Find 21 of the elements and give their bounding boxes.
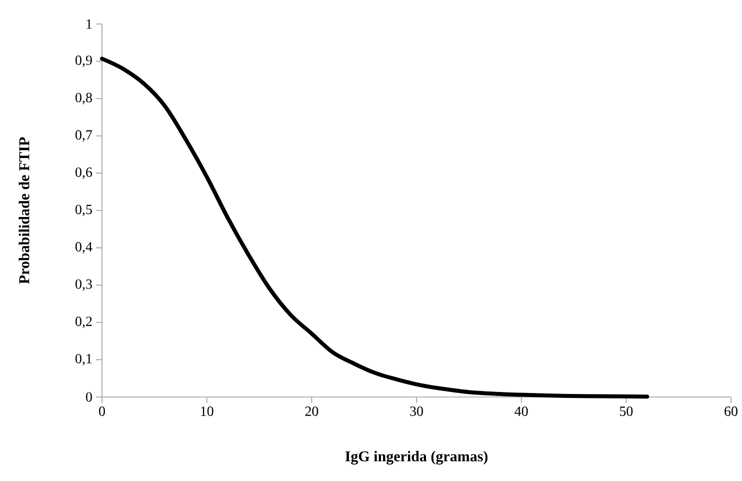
y-tick-label: 0,7 xyxy=(76,130,92,142)
y-tick-label: 0,8 xyxy=(76,92,92,104)
x-tick-label: 0 xyxy=(99,406,105,416)
y-tick-label: 0,2 xyxy=(76,316,92,328)
y-tick-label: 0 xyxy=(86,392,92,402)
line-series xyxy=(100,56,650,399)
x-tick-label: 10 xyxy=(201,406,214,416)
y-tick-label: 0,3 xyxy=(76,279,92,291)
x-tick-label: 40 xyxy=(514,406,528,416)
y-tick-label: 0,6 xyxy=(76,167,92,179)
y-axis-title: Probabilidade de FTIP xyxy=(18,137,30,284)
y-tick-label: 0,9 xyxy=(76,56,92,68)
y-tick-label: 0,4 xyxy=(76,242,92,254)
y-tick-label: 0,5 xyxy=(76,204,92,216)
x-tick-label: 50 xyxy=(620,406,633,416)
x-tick-label: 30 xyxy=(410,406,423,416)
x-tick-label: 60 xyxy=(724,406,738,416)
y-tick-label: 1 xyxy=(86,19,92,29)
y-tick-label: 0,1 xyxy=(76,354,92,366)
x-axis-title: IgG ingerida (gramas) xyxy=(345,450,488,465)
x-tick-label: 20 xyxy=(305,406,318,416)
